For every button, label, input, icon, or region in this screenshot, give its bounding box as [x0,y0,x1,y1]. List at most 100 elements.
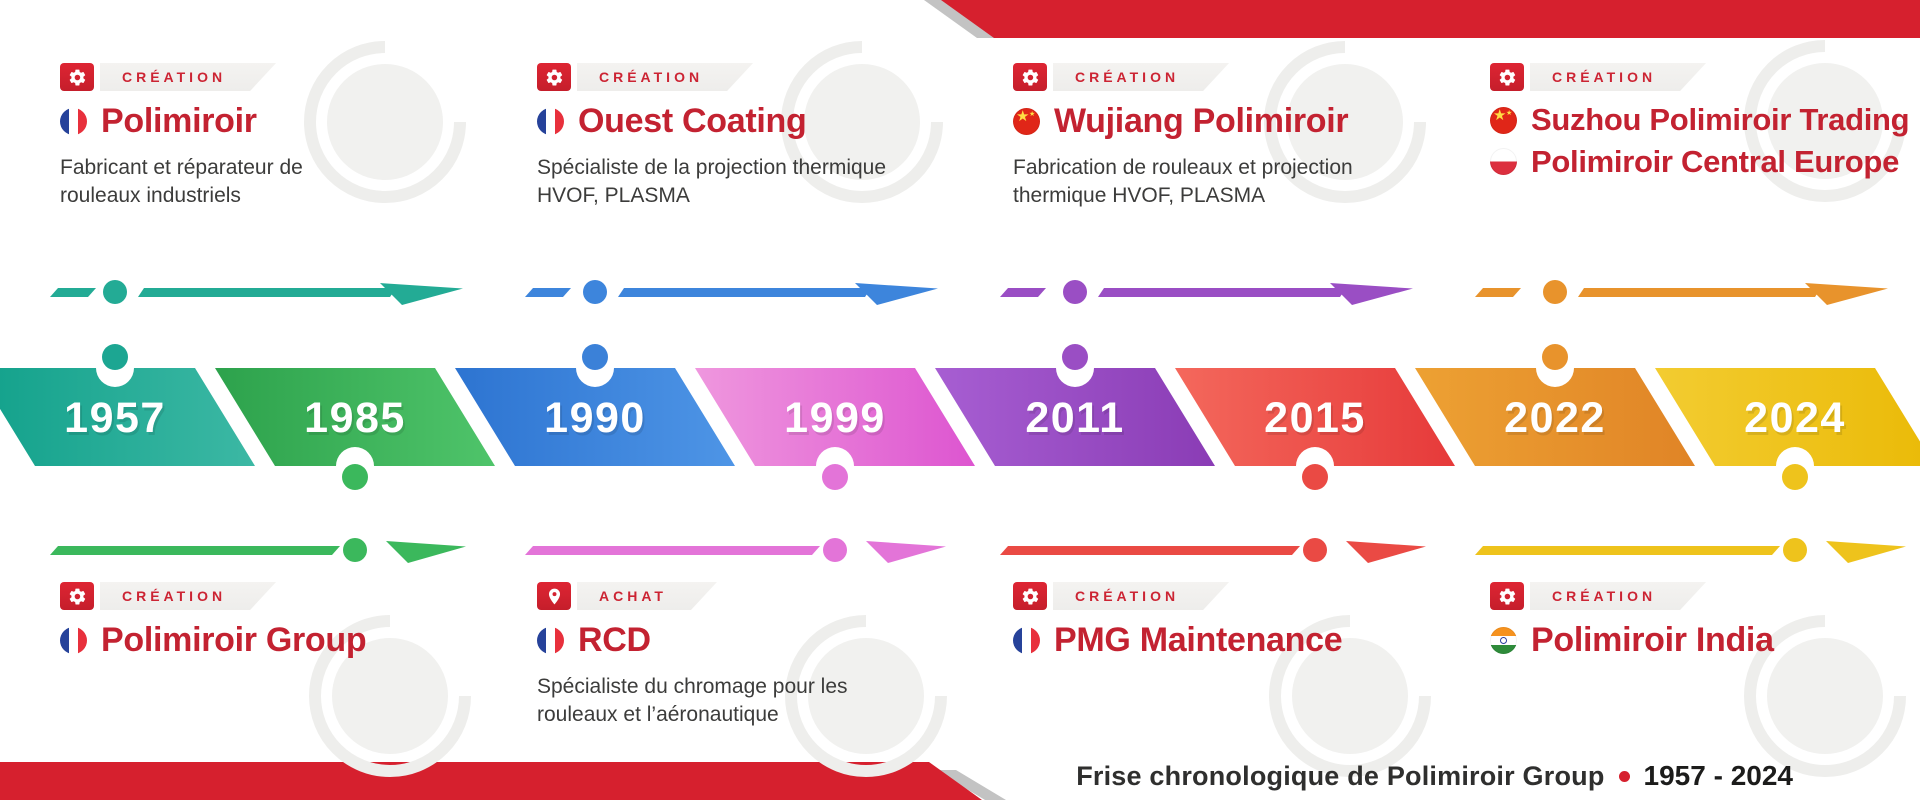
event-type-ribbon: CRÉATION [100,582,276,610]
event-type-badge: CRÉATION [60,582,505,610]
roller-watermark-icon [1737,33,1913,209]
event-polimiroir-group: CRÉATION Polimiroir Group [60,582,505,659]
event-description: Fabricant et réparateur de rouleaux indu… [60,155,303,208]
china-flag-icon: ★ ★ [1490,106,1517,134]
poland-flag-icon [1490,148,1517,176]
roller-watermark-icon [302,608,478,784]
event-type-label: CRÉATION [1552,69,1657,85]
event-type-badge: CRÉATION [60,63,505,91]
roller-watermark-icon [1737,608,1913,784]
event-type-label: CRÉATION [1075,588,1180,604]
gear-icon [1490,63,1524,91]
marker-dot-2024 [1782,464,1808,490]
timeline-arrow-2024 [1475,530,1915,570]
segment-1990 [455,368,735,466]
france-flag-icon [60,108,87,136]
gear-icon [1013,63,1047,91]
event-type-ribbon: CRÉATION [1053,63,1229,91]
year-label: 2015 [1264,394,1366,442]
event-polimiroir-india: CRÉATION Polimiroir India [1490,582,1920,659]
segment-2011 [935,368,1215,466]
gear-icon [1013,582,1047,610]
segment-1999 [695,368,975,466]
company-title: Polimiroir [101,102,257,140]
event-type-badge: CRÉATION [1013,582,1458,610]
event-polimiroir: CRÉATION Polimiroir Fabricant et réparat… [60,63,505,211]
france-flag-icon [537,627,564,655]
roller-watermark-icon [297,34,473,210]
event-type-badge: CRÉATION [1013,63,1458,91]
background-card [1478,180,1736,258]
event-description: Fabrication de rouleaux et projection th… [1013,155,1353,208]
company-title: Ouest Coating [578,102,807,140]
segment-2024 [1655,368,1920,466]
event-type-badge: CRÉATION [537,63,982,91]
event-type-label: CRÉATION [122,69,227,85]
event-type-ribbon: CRÉATION [577,63,753,91]
marker-dot-1999 [822,464,848,490]
year-label: 2011 [1025,394,1125,442]
timeline-band [0,344,1920,490]
marker-dot-2011 [1062,344,1088,370]
timeline-arrow-2022 [1475,272,1895,312]
timeline-arrow-1985 [50,530,490,570]
marker-dot-2015 [1302,464,1328,490]
gear-icon [60,63,94,91]
company-title: Wujiang Polimiroir [1054,102,1349,140]
event-type-label: CRÉATION [1075,69,1180,85]
timeline-arrow-2011 [1000,272,1420,312]
footer-year-range: 1957 - 2024 [1643,760,1793,791]
timeline-arrow-1957 [50,272,470,312]
marker-dot-1985 [342,464,368,490]
event-suzhou-central-europe: CRÉATION ★ ★ Suzhou Polimiroir Trading Po… [1490,63,1920,178]
year-label: 1990 [544,394,646,442]
event-type-label: CRÉATION [1552,588,1657,604]
year-label: 1957 [64,394,166,442]
event-description: Spécialiste du chromage pour les rouleau… [537,674,848,727]
event-type-ribbon: CRÉATION [1530,582,1706,610]
event-type-label: CRÉATION [599,69,704,85]
segment-2015 [1175,368,1455,466]
event-ouest-coating: CRÉATION Ouest Coating Spécialiste de la… [537,63,982,211]
year-label: 1985 [304,394,406,442]
event-description: Spécialiste de la projection thermique H… [537,155,887,208]
segment-1957 [0,368,255,466]
event-rcd: ACHAT RCD Spécialiste du chromage pour l… [537,582,982,730]
company-title: Polimiroir Group [101,621,367,659]
marker-dot-1957 [102,344,128,370]
marker-dot-2022 [1542,344,1568,370]
event-type-badge: ACHAT [537,582,982,610]
france-flag-icon [1013,627,1040,655]
event-type-badge: CRÉATION [1490,63,1920,91]
footer-separator-dot [1618,770,1630,782]
company-title: Polimiroir Central Europe [1531,143,1900,179]
roller-watermark-icon [1262,608,1438,784]
event-wujiang-polimiroir: CRÉATION ★ ★ Wujiang Polimiroir Fabricati… [1013,63,1458,211]
segment-2022 [1415,368,1695,466]
pin-icon [537,582,571,610]
roller-watermark-icon [778,608,954,784]
timeline-arrow-1990 [525,272,945,312]
company-title: Suzhou Polimiroir Trading [1531,102,1910,137]
china-flag-icon: ★ ★ [1013,108,1040,136]
marker-dot-1990 [582,344,608,370]
company-title: Polimiroir India [1531,621,1774,659]
year-label: 2024 [1744,394,1846,442]
event-type-label: CRÉATION [122,588,227,604]
bottom-banner [0,762,982,800]
event-type-ribbon: CRÉATION [1053,582,1229,610]
gear-icon [537,63,571,91]
event-pmg-maintenance: CRÉATION PMG Maintenance [1013,582,1458,659]
roller-watermark-icon [1257,34,1433,210]
company-title: PMG Maintenance [1054,621,1343,659]
footer-caption: Frise chronologique de Polimiroir Group … [1076,757,1793,795]
year-label: 2022 [1504,394,1606,442]
india-flag-icon [1490,627,1517,655]
event-type-ribbon: ACHAT [577,582,717,610]
gear-icon [60,582,94,610]
timeline-arrow-2015 [1000,530,1440,570]
segment-1985 [215,368,495,466]
footer-title: Frise chronologique de Polimiroir Group [1076,760,1605,791]
event-type-label: ACHAT [599,588,667,604]
